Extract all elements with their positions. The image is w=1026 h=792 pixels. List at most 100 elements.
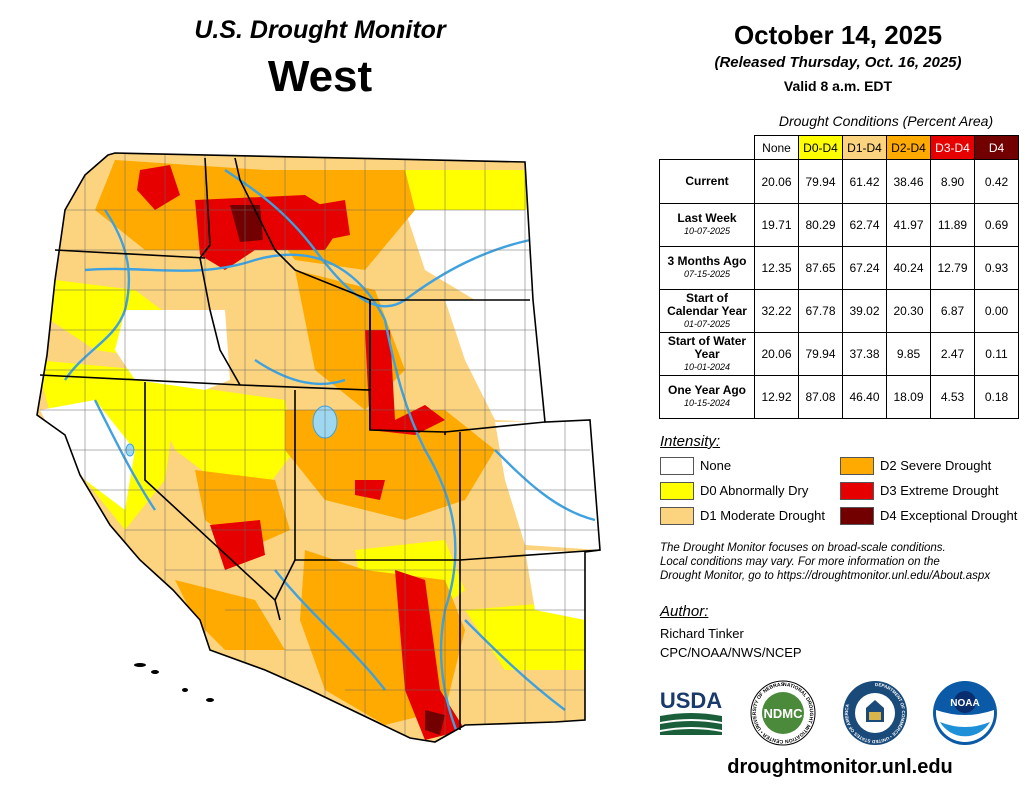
snake-river [254, 359, 346, 386]
table-cell: 0.11 [974, 332, 1019, 376]
none-area-nm-ne [525, 550, 585, 620]
legend-swatch [840, 482, 874, 500]
row-label-text: Start of Calendar Year [667, 290, 747, 318]
table-cell: 6.87 [930, 289, 975, 333]
table-cell: 12.35 [754, 246, 799, 290]
table-cell: 79.94 [798, 159, 843, 204]
row-label: One Year Ago 10-15-2024 [659, 375, 755, 419]
table-cell: 11.89 [930, 203, 975, 247]
wy-west-border [369, 300, 446, 435]
table-cell: 87.08 [798, 375, 843, 419]
site-url[interactable]: droughtmonitor.unl.edu [727, 756, 953, 778]
table-cell: 18.09 [886, 375, 931, 419]
author-heading: Author: [660, 603, 709, 620]
row-label: Start of Calendar Year 01-07-2025 [659, 289, 755, 333]
legend-label: None [700, 458, 732, 473]
table-cell: 20.06 [754, 159, 799, 204]
row-label-text: Start of Water Year [667, 333, 747, 361]
gila-river [274, 569, 386, 691]
table-cell: 0.42 [974, 159, 1019, 204]
id-mt-border [234, 157, 371, 301]
commerce-seal: DEPARTMENT OF COMMERCE • UNITED STATES O… [843, 681, 907, 745]
legend-title: Intensity: [660, 433, 721, 450]
west-region-outline [36, 152, 601, 743]
table-cell: 46.40 [842, 375, 887, 419]
d2-area-ca-south [175, 580, 285, 650]
drought-fill-layer [37, 153, 600, 742]
legend-label: D2 Severe Drought [880, 458, 992, 473]
channel-islands [134, 663, 214, 702]
legend-swatch [840, 507, 874, 525]
table-caption: Drought Conditions (Percent Area) [778, 113, 994, 129]
note-line: Drought Monitor, go to https://droughtmo… [660, 570, 991, 582]
d3-area-wy-ut [365, 330, 445, 435]
row-date: 10-07-2025 [683, 226, 731, 236]
colorado-river-system [383, 319, 467, 742]
none-area-ca-north [40, 400, 135, 510]
or-ca-nv-border [39, 374, 241, 386]
table-corner [660, 136, 755, 160]
table-cell: 80.29 [798, 203, 843, 247]
usda-logo: USDA [660, 688, 722, 735]
ndmc-logo-text: NDMC [764, 706, 804, 721]
table-cell: 67.78 [798, 289, 843, 333]
table-row-current: Current 20.06 79.94 61.42 38.46 8.90 0.4… [659, 159, 1019, 204]
table-cell: 2.47 [930, 332, 975, 376]
row-label: 3 Months Ago 07-15-2025 [659, 246, 755, 290]
row-date: 07-15-2025 [683, 269, 731, 279]
table-cell: 20.06 [754, 332, 799, 376]
table-row-one-year-ago: One Year Ago 10-15-2024 12.92 87.08 46.40… [659, 375, 1019, 419]
table-cell: 41.97 [886, 203, 931, 247]
table-row-3-months-ago: 3 Months Ago 07-15-2025 12.35 87.65 67.24… [659, 246, 1019, 290]
table-cell: 0.93 [974, 246, 1019, 290]
row-label: Last Week 10-07-2025 [659, 203, 755, 247]
table-cell: 0.69 [974, 203, 1019, 247]
table-cell: 12.92 [754, 375, 799, 419]
co-nm-border [459, 549, 601, 561]
table-header-row: None D0-D4 D1-D4 D2-D4 D3-D4 D4 [660, 135, 1019, 160]
table-cell: 20.30 [886, 289, 931, 333]
col-header-d1-d4: D1-D4 [842, 135, 887, 160]
table-cell: 67.24 [842, 246, 887, 290]
row-date: 10-15-2024 [683, 398, 731, 408]
row-label-text: One Year Ago [667, 383, 747, 397]
legend-swatch [660, 482, 694, 500]
table-cell: 38.46 [886, 159, 931, 204]
county-borders [40, 153, 600, 742]
valid-time: Valid 8 a.m. EDT [783, 78, 893, 94]
col-header-d4: D4 [974, 135, 1019, 160]
table-row-start-of-calendar-year: Start of Calendar Year 01-07-2025 32.22 6… [659, 289, 1019, 333]
note-line: The Drought Monitor focuses on broad-sca… [660, 542, 946, 554]
d3-area-nm-central [395, 570, 465, 740]
d3-area-wa-cascades [137, 165, 180, 210]
table-cell: 62.74 [842, 203, 887, 247]
table-cell: 0.00 [974, 289, 1019, 333]
row-label-text: Current [685, 174, 729, 188]
table-cell: 8.90 [930, 159, 975, 204]
wy-co-border [444, 421, 546, 433]
col-header-d3-d4: D3-D4 [930, 135, 975, 160]
author-org: CPC/NOAA/NWS/NCEP [660, 645, 802, 660]
ndmc-logo: NATIONAL DROUGHT MITIGATION CENTER • UNI… [750, 680, 816, 746]
pecos-river [464, 619, 566, 711]
d2-area-ut-co [285, 410, 495, 520]
legend-swatch [840, 457, 874, 475]
none-area-wy-east [445, 300, 545, 422]
table-cell: 0.18 [974, 375, 1019, 419]
noaa-logo: NOAA [933, 681, 997, 745]
none-area-mt-east [405, 210, 533, 300]
legend-label: D0 Abnormally Dry [700, 483, 809, 498]
missouri-river [224, 169, 531, 308]
legend-swatch [660, 457, 694, 475]
table-row-start-of-water-year: Start of Water Year 10-01-2024 20.06 79.9… [659, 332, 1019, 376]
map-date: October 14, 2025 [733, 20, 943, 50]
table-cell: 79.94 [798, 332, 843, 376]
table-cell: 12.79 [930, 246, 975, 290]
d3-area-nv-south [210, 520, 265, 570]
row-label: Current [659, 159, 755, 204]
arkansas-river [494, 449, 596, 522]
disclaimer-note: The Drought Monitor focuses on broad-sca… [660, 541, 1020, 583]
table-cell: 4.53 [930, 375, 975, 419]
d0-area-nv [145, 380, 295, 490]
table-cell: 32.22 [754, 289, 799, 333]
